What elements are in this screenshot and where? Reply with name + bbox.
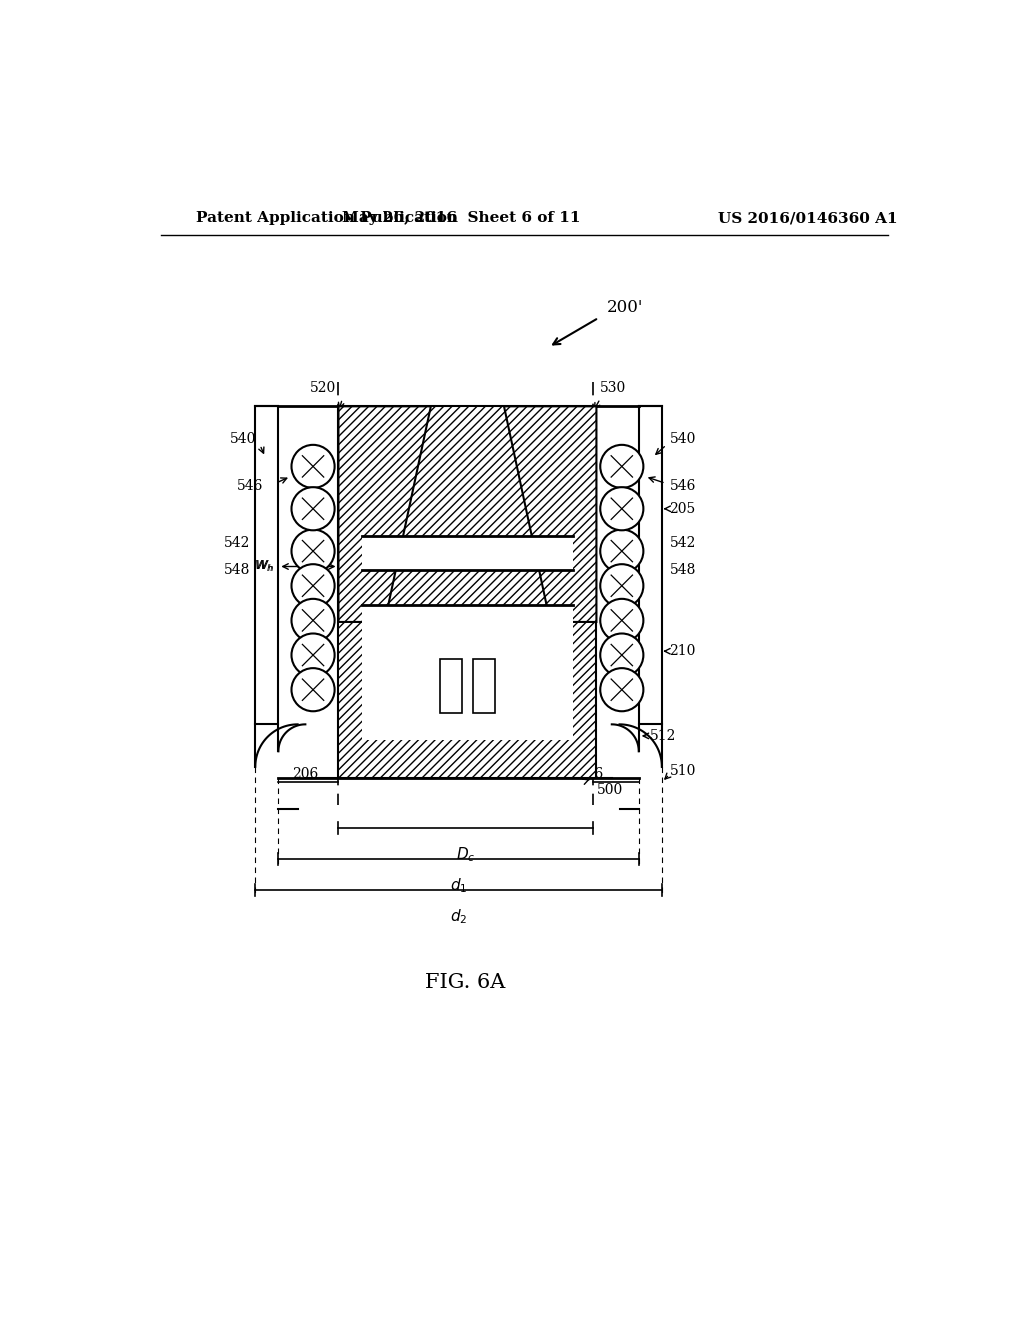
Text: 532: 532 bbox=[510, 546, 537, 560]
Text: 548: 548 bbox=[670, 564, 696, 577]
Circle shape bbox=[600, 445, 643, 488]
Circle shape bbox=[292, 599, 335, 642]
Text: 526: 526 bbox=[495, 636, 521, 649]
Text: FIG. 6A: FIG. 6A bbox=[425, 973, 506, 991]
Text: 546: 546 bbox=[237, 479, 263, 492]
Text: 523: 523 bbox=[402, 667, 429, 681]
Bar bbox=[440, 659, 462, 713]
Text: 530: 530 bbox=[600, 380, 627, 395]
Text: US 2016/0146360 A1: US 2016/0146360 A1 bbox=[719, 211, 898, 226]
Circle shape bbox=[292, 529, 335, 573]
Text: 542: 542 bbox=[670, 536, 696, 550]
Circle shape bbox=[292, 564, 335, 607]
Text: 528: 528 bbox=[379, 581, 406, 595]
Text: $d_1$: $d_1$ bbox=[450, 876, 467, 895]
Text: 510: 510 bbox=[670, 763, 696, 777]
Text: 212: 212 bbox=[352, 458, 379, 471]
Text: 546: 546 bbox=[670, 479, 696, 492]
Text: 512: 512 bbox=[650, 729, 677, 743]
Text: May 26, 2016  Sheet 6 of 11: May 26, 2016 Sheet 6 of 11 bbox=[342, 211, 581, 226]
Text: 212: 212 bbox=[534, 458, 559, 471]
Text: 206: 206 bbox=[292, 767, 318, 781]
Text: 520: 520 bbox=[310, 380, 336, 395]
Bar bbox=[361, 536, 573, 570]
Bar bbox=[255, 407, 279, 725]
Text: 544: 544 bbox=[372, 512, 398, 527]
Text: $D_s$: $D_s$ bbox=[456, 422, 475, 441]
Text: 206: 206 bbox=[578, 767, 603, 781]
Circle shape bbox=[600, 599, 643, 642]
Text: Patent Application Publication: Patent Application Publication bbox=[196, 211, 458, 226]
Text: 540: 540 bbox=[229, 433, 256, 446]
Text: $d_2$: $d_2$ bbox=[450, 907, 467, 925]
Circle shape bbox=[600, 487, 643, 531]
Bar bbox=[473, 659, 495, 713]
Polygon shape bbox=[504, 407, 596, 622]
Circle shape bbox=[600, 529, 643, 573]
Text: 528: 528 bbox=[510, 581, 537, 595]
Text: 500: 500 bbox=[596, 783, 623, 797]
Bar bbox=[639, 407, 662, 725]
Text: $D_c$: $D_c$ bbox=[456, 845, 475, 865]
Polygon shape bbox=[339, 407, 431, 622]
Text: 548: 548 bbox=[223, 564, 250, 577]
Text: 526: 526 bbox=[402, 636, 429, 649]
Circle shape bbox=[600, 668, 643, 711]
Text: 523: 523 bbox=[495, 667, 521, 681]
Circle shape bbox=[292, 445, 335, 488]
Text: $W_h$: $W_h$ bbox=[255, 558, 274, 574]
Text: 210: 210 bbox=[670, 644, 696, 659]
Circle shape bbox=[292, 487, 335, 531]
Text: 532: 532 bbox=[379, 546, 406, 560]
Text: 200': 200' bbox=[606, 298, 643, 315]
Circle shape bbox=[600, 634, 643, 677]
Bar bbox=[361, 605, 573, 739]
Circle shape bbox=[292, 668, 335, 711]
Text: $W_h$: $W_h$ bbox=[254, 558, 273, 574]
Text: 542: 542 bbox=[223, 536, 250, 550]
Text: 205: 205 bbox=[670, 502, 696, 516]
Circle shape bbox=[600, 564, 643, 607]
Text: 544: 544 bbox=[518, 512, 544, 527]
Text: 540: 540 bbox=[670, 433, 696, 446]
Circle shape bbox=[292, 634, 335, 677]
Bar bbox=[339, 407, 596, 779]
